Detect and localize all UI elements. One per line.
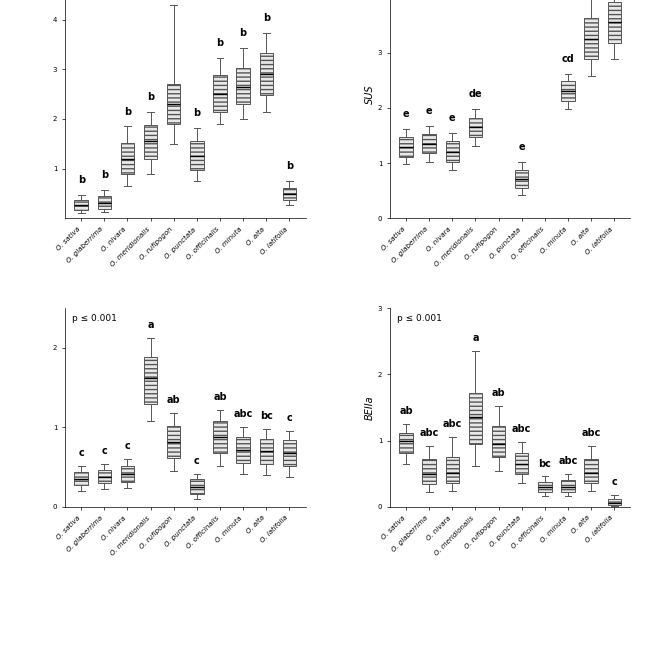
PathPatch shape	[492, 426, 505, 456]
Text: abc: abc	[558, 456, 578, 466]
Text: e: e	[519, 142, 525, 152]
Text: c: c	[125, 441, 131, 451]
Text: bc: bc	[538, 458, 551, 469]
PathPatch shape	[399, 433, 413, 452]
Text: e: e	[449, 113, 456, 123]
PathPatch shape	[584, 460, 598, 483]
Text: b: b	[124, 107, 131, 116]
Text: abc: abc	[233, 410, 253, 419]
Text: abc: abc	[443, 419, 462, 430]
PathPatch shape	[422, 135, 436, 153]
PathPatch shape	[399, 136, 413, 157]
Text: bc: bc	[260, 411, 273, 421]
Text: e: e	[403, 109, 410, 119]
PathPatch shape	[144, 358, 157, 404]
PathPatch shape	[98, 471, 111, 483]
PathPatch shape	[213, 421, 227, 453]
Text: ab: ab	[492, 388, 506, 398]
PathPatch shape	[283, 188, 296, 200]
PathPatch shape	[75, 472, 88, 485]
Text: c: c	[194, 456, 200, 465]
PathPatch shape	[167, 426, 181, 458]
PathPatch shape	[259, 53, 273, 95]
PathPatch shape	[121, 143, 134, 174]
PathPatch shape	[469, 393, 482, 444]
PathPatch shape	[237, 68, 250, 104]
Text: a: a	[472, 333, 478, 343]
Text: c: c	[101, 446, 107, 456]
PathPatch shape	[121, 465, 134, 482]
Text: b: b	[101, 170, 108, 179]
Text: c: c	[78, 448, 84, 458]
PathPatch shape	[237, 437, 250, 463]
PathPatch shape	[190, 142, 203, 170]
Text: b: b	[216, 38, 224, 48]
Text: e: e	[426, 106, 432, 116]
PathPatch shape	[144, 125, 157, 159]
Text: b: b	[147, 92, 154, 101]
PathPatch shape	[167, 84, 181, 124]
Text: p ≤ 0.001: p ≤ 0.001	[397, 314, 442, 323]
PathPatch shape	[608, 2, 621, 43]
PathPatch shape	[259, 439, 273, 464]
Y-axis label: BEIIa: BEIIa	[365, 395, 375, 420]
PathPatch shape	[283, 440, 296, 465]
Text: c: c	[612, 477, 618, 487]
Text: b: b	[263, 14, 270, 23]
PathPatch shape	[75, 200, 88, 209]
Text: cd: cd	[562, 54, 575, 64]
Y-axis label: SUS: SUS	[365, 84, 375, 104]
Text: de: de	[469, 89, 482, 99]
PathPatch shape	[190, 479, 203, 494]
PathPatch shape	[584, 18, 598, 59]
Text: b: b	[193, 108, 200, 118]
PathPatch shape	[213, 75, 227, 112]
PathPatch shape	[538, 482, 552, 493]
PathPatch shape	[98, 196, 111, 209]
Text: ab: ab	[213, 392, 227, 402]
Text: b: b	[240, 29, 247, 38]
Text: b: b	[77, 175, 84, 185]
PathPatch shape	[446, 141, 459, 162]
Text: abc: abc	[512, 424, 532, 434]
Text: abc: abc	[582, 428, 601, 438]
Text: a: a	[148, 320, 154, 330]
Text: p ≤ 0.001: p ≤ 0.001	[72, 314, 117, 323]
Text: ab: ab	[167, 395, 181, 405]
PathPatch shape	[446, 456, 459, 483]
PathPatch shape	[515, 452, 528, 474]
PathPatch shape	[608, 499, 621, 505]
Text: abc: abc	[419, 428, 439, 438]
PathPatch shape	[562, 480, 575, 493]
PathPatch shape	[562, 81, 575, 101]
Text: c: c	[287, 413, 292, 422]
Text: ab: ab	[399, 406, 413, 416]
Text: b: b	[286, 161, 293, 171]
PathPatch shape	[469, 118, 482, 136]
PathPatch shape	[422, 460, 436, 484]
PathPatch shape	[515, 170, 528, 188]
